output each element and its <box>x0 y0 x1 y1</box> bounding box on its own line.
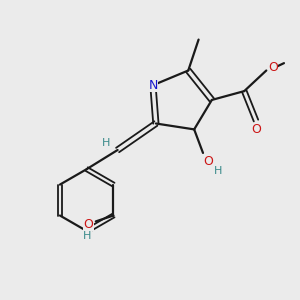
Text: O: O <box>203 155 213 168</box>
Text: N: N <box>148 79 158 92</box>
Text: H: H <box>83 230 92 241</box>
Text: O: O <box>251 123 261 136</box>
Text: H: H <box>102 138 110 148</box>
Text: O: O <box>83 218 93 231</box>
Text: H: H <box>214 166 222 176</box>
Text: O: O <box>268 61 278 74</box>
